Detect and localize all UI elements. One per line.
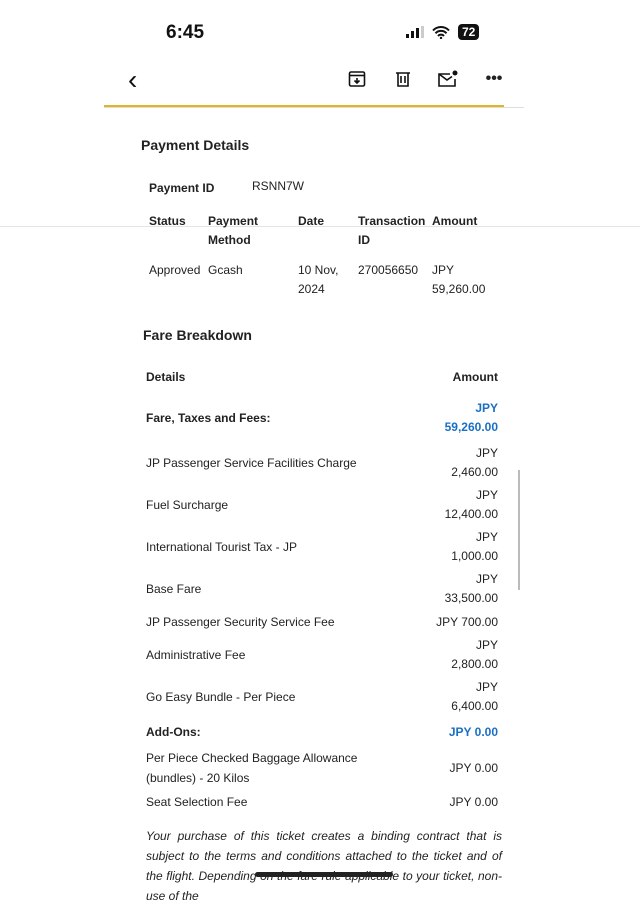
back-button[interactable]: ‹ <box>128 64 138 95</box>
row-amount: JPY 0.00 <box>449 760 498 775</box>
fare-table: Details Amount Fare, Taxes and Fees: JPY … <box>146 368 498 814</box>
fare-breakdown-title: Fare Breakdown <box>143 327 252 343</box>
addons-row: Add-Ons: JPY 0.00 <box>146 718 498 746</box>
payment-id-value: RSNN7W <box>252 179 305 193</box>
col-status: Status <box>149 214 186 228</box>
fare-row: Go Easy Bundle - Per Piece JPY 6,400.00 <box>146 676 498 718</box>
row-label: International Tourist Tax - JP <box>146 540 297 554</box>
fare-row: Seat Selection Fee JPY 0.00 <box>146 790 498 814</box>
row-amount: JPY 0.00 <box>448 724 498 739</box>
payment-id-label: Payment ID <box>149 181 215 195</box>
mark-unread-button[interactable] <box>437 68 459 90</box>
terms-note: Your purchase of this ticket creates a b… <box>146 829 502 903</box>
row-label: Go Easy Bundle - Per Piece <box>146 690 296 704</box>
trash-icon <box>396 72 410 87</box>
payment-method: Gcash <box>208 263 243 277</box>
fare-row: JP Passenger Service Facilities Charge JP… <box>146 442 498 484</box>
payment-details-title: Payment Details <box>141 137 250 153</box>
row-amount: JPY 2,800.00 <box>451 638 498 671</box>
payment-status: Approved <box>149 263 201 277</box>
status-time: 6:45 <box>166 22 205 43</box>
row-amount: JPY 59,260.00 <box>444 401 498 434</box>
row-label: Per Piece Checked Baggage Allowance (bun… <box>146 751 358 785</box>
row-amount: JPY 6,400.00 <box>451 680 498 713</box>
row-label: Fare, Taxes and Fees: <box>146 411 271 425</box>
col-amount: Amount <box>432 214 478 228</box>
row-amount: JPY 12,400.00 <box>444 488 498 521</box>
row-label: Seat Selection Fee <box>146 795 248 809</box>
fare-row: Administrative Fee JPY 2,800.00 <box>146 634 498 676</box>
fare-row: JP Passenger Security Service Fee JPY 700… <box>146 610 498 634</box>
row-label: Add-Ons: <box>146 725 201 739</box>
payment-amount: JPY 59,260.00 <box>432 263 486 296</box>
archive-button[interactable] <box>346 68 368 90</box>
col-transaction-id: Transaction ID <box>358 214 426 247</box>
fare-row: International Tourist Tax - JP JPY 1,000.… <box>146 526 498 568</box>
fare-row: Fuel Surcharge JPY 12,400.00 <box>146 484 498 526</box>
row-label: Base Fare <box>146 582 202 596</box>
more-icon: ••• <box>485 70 503 87</box>
fare-row: Base Fare JPY 33,500.00 <box>146 568 498 610</box>
col-details: Details <box>146 369 186 384</box>
transaction-id: 270056650 <box>358 263 419 277</box>
fare-row: Fare, Taxes and Fees: JPY 59,260.00 <box>146 397 498 439</box>
row-amount: JPY 2,460.00 <box>451 446 498 479</box>
row-amount: JPY 33,500.00 <box>444 572 498 605</box>
signal-icon <box>406 26 424 38</box>
mark-unread-icon <box>438 70 458 87</box>
wifi-icon <box>432 25 450 39</box>
header-divider <box>104 105 504 107</box>
col-payment-method: Payment Method <box>208 214 259 247</box>
col-amount: Amount <box>452 369 498 384</box>
row-label: Fuel Surcharge <box>146 498 229 512</box>
row-amount: JPY 700.00 <box>436 614 498 629</box>
redaction-mark <box>255 872 393 877</box>
header-border <box>104 107 524 108</box>
scan-line <box>0 226 640 227</box>
row-label: JP Passenger Security Service Fee <box>146 615 335 629</box>
scroll-indicator[interactable] <box>518 470 520 590</box>
fare-row: Per Piece Checked Baggage Allowance (bun… <box>146 746 498 790</box>
delete-button[interactable] <box>392 68 414 90</box>
battery-icon: 72 <box>458 24 480 40</box>
col-date: Date <box>298 214 325 228</box>
row-amount: JPY 1,000.00 <box>451 530 498 563</box>
status-icons: 72 <box>406 24 480 40</box>
archive-icon <box>348 71 366 87</box>
row-label: JP Passenger Service Facilities Charge <box>146 456 357 470</box>
more-button[interactable]: ••• <box>483 68 505 90</box>
row-amount: JPY 0.00 <box>449 794 498 809</box>
row-label: Administrative Fee <box>146 648 246 662</box>
payment-date: 10 Nov, 2024 <box>298 263 339 296</box>
